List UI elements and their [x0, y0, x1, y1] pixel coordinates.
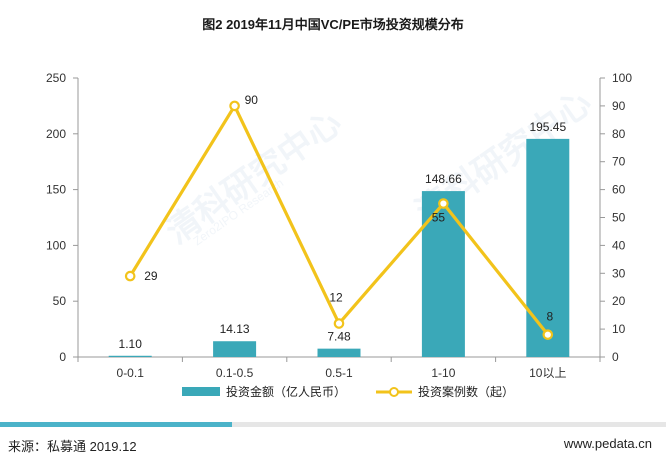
legend-label-bar: 投资金额（亿人民币）: [226, 384, 346, 399]
line-point: [542, 329, 554, 340]
x-tick-label: 0.5-1: [325, 366, 353, 380]
y-right-tick-label: 90: [612, 99, 626, 113]
bar: [213, 341, 257, 357]
y-left-tick-label: 50: [53, 294, 67, 308]
line-data-label: 29: [144, 269, 158, 283]
y-right-tick-label: 10: [612, 322, 626, 336]
y-right-tick-label: 70: [612, 155, 626, 169]
line-point: [124, 270, 136, 282]
bar: [526, 138, 570, 357]
legend-swatch-marker: [389, 387, 399, 397]
y-right-tick-label: 20: [612, 294, 626, 308]
y-right-tick-label: 30: [612, 266, 626, 280]
chart-title: 图2 2019年11月中国VC/PE市场投资规模分布: [202, 17, 464, 32]
chart: 0 50 100 150 200 250 0 10 20 30 40 50 60 70 80 90 100 0-0…: [46, 71, 632, 399]
footer-source: 来源：私募通 2019.12: [8, 439, 137, 454]
x-tick-label: 1-10: [431, 366, 455, 380]
x-tick-label: 0-0.1: [117, 366, 145, 380]
line-point: [229, 100, 240, 112]
y-left-tick-label: 100: [46, 238, 66, 252]
line-data-label: 12: [329, 291, 343, 305]
footer-divider-accent: [0, 422, 232, 427]
bar-data-label: 1.10: [119, 337, 143, 351]
y-right-tick-label: 80: [612, 127, 626, 141]
x-tick-label: 0.1-0.5: [216, 366, 254, 380]
bar: [317, 348, 361, 357]
y-left-tick-label: 0: [59, 350, 66, 364]
y-right-tick-label: 0: [612, 350, 619, 364]
line-data-label: 90: [245, 93, 259, 107]
line-data-label: 8: [546, 310, 553, 324]
x-tick-label: 10以上: [529, 366, 566, 380]
bar-data-label: 148.66: [425, 172, 462, 186]
y-right-tick-label: 100: [612, 71, 632, 85]
footer-divider: [0, 422, 666, 427]
line-data-label: 55: [432, 211, 446, 225]
legend-label-line: 投资案例数（起）: [418, 384, 514, 399]
line-point: [438, 198, 449, 209]
bar: [108, 355, 152, 357]
y-left-tick-label: 200: [46, 127, 66, 141]
y-right-tick-label: 40: [612, 238, 626, 252]
y-left-tick-label: 150: [46, 183, 66, 197]
y-right-tick-label: 50: [612, 211, 626, 225]
line-point: [333, 318, 345, 329]
bar-data-label: 14.13: [220, 322, 250, 336]
footer-url: www.pedata.cn: [563, 436, 652, 451]
legend-swatch-bar: [182, 387, 220, 396]
y-left-tick-label: 250: [46, 71, 66, 85]
bar-data-label: 7.48: [327, 330, 351, 344]
y-right-tick-label: 60: [612, 183, 626, 197]
bar-data-label: 195.45: [529, 120, 566, 134]
